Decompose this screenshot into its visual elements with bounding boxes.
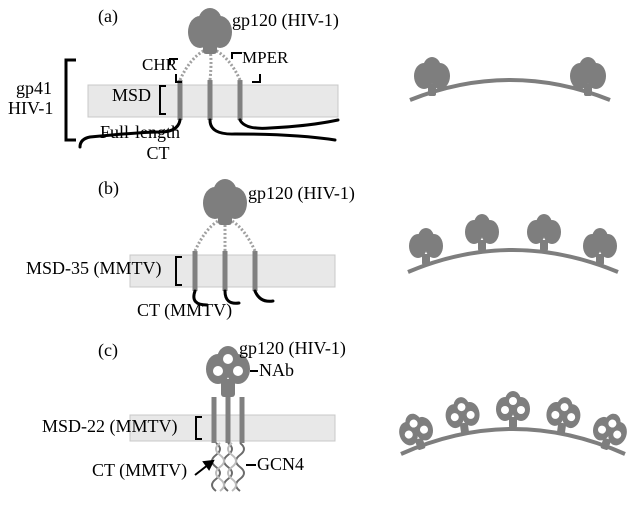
panel-b-gp120: gp120 (HIV-1) <box>248 183 355 204</box>
panel-c-gcn4: GCN4 <box>257 454 304 475</box>
panel-c-right <box>395 380 630 485</box>
panel-b-tag: (b) <box>98 178 119 199</box>
panel-a-gp120: gp120 (HIV-1) <box>232 10 339 31</box>
panel-c-tag: (c) <box>98 340 118 361</box>
panel-a-tag: (a) <box>98 6 118 27</box>
panel-a-mper: MPER <box>242 48 288 68</box>
panel-a-ct: Full-length CT <box>100 122 180 164</box>
panel-b-right <box>400 200 625 305</box>
panel-a-chr: CHR <box>142 55 177 75</box>
panel-c-msd: MSD-22 (MMTV) <box>42 416 178 437</box>
panel-a-gp41: gp41 <box>16 78 52 99</box>
panel-b-msd: MSD-35 (MMTV) <box>26 258 162 279</box>
panel-c-nab: NAb <box>259 360 294 381</box>
panel-b-ct: CT (MMTV) <box>137 300 232 321</box>
panel-a-hiv1: HIV-1 <box>8 98 53 119</box>
panel-c-gp120: gp120 (HIV-1) <box>239 338 346 359</box>
panel-a-msd: MSD <box>112 85 151 106</box>
panel-a-right <box>400 40 620 150</box>
panel-c-ct: CT (MMTV) <box>92 460 187 481</box>
